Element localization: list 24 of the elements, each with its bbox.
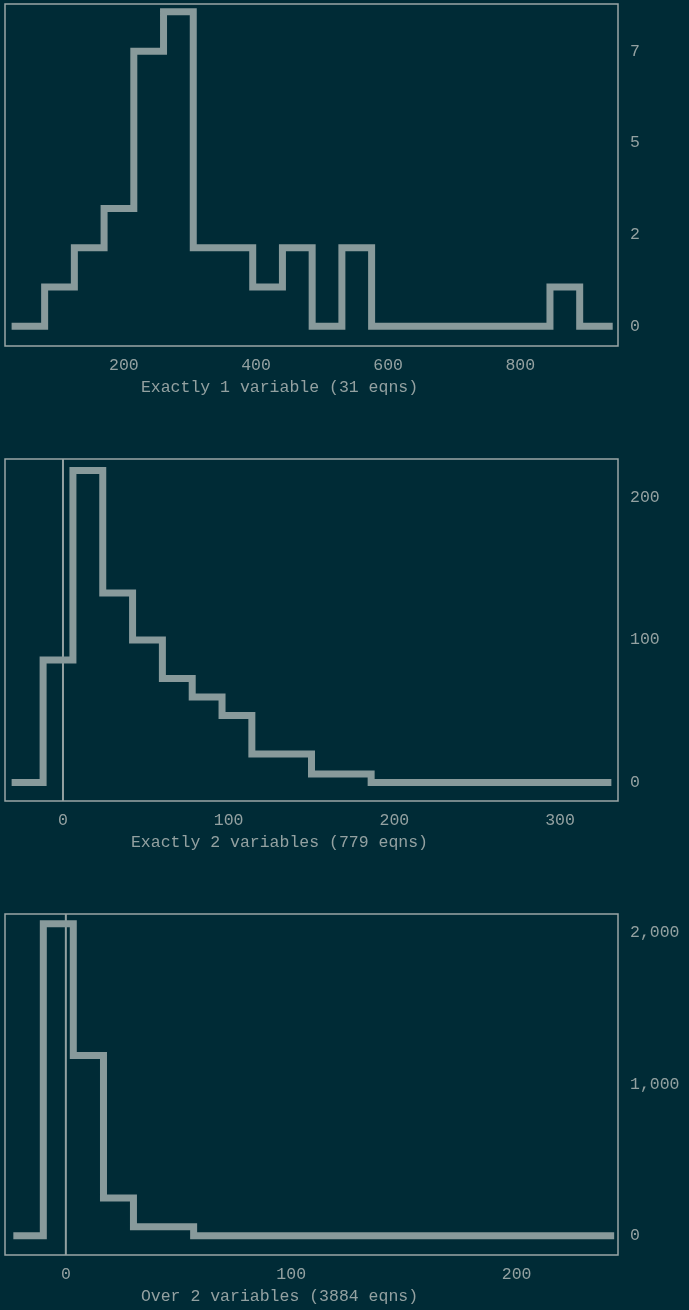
x-tick-label: 400	[241, 356, 271, 375]
y-tick-label: 0	[630, 316, 640, 336]
x-tick-label: 200	[109, 356, 139, 375]
x-tick-label: 200	[379, 811, 410, 830]
x-axis-title: Exactly 1 variable (31 eqns)	[140, 377, 419, 397]
x-tick-label: 0	[60, 1265, 71, 1285]
x-tick-label: 100	[213, 811, 244, 830]
x-tick-label: 800	[505, 356, 536, 375]
y-tick-label: 100	[630, 630, 660, 650]
x-tick-label: 200	[501, 1265, 532, 1285]
x-tick-label: 100	[276, 1265, 307, 1285]
y-tick-label: 1,000	[630, 1074, 680, 1094]
y-tick-label: 200	[630, 487, 660, 507]
y-tick-label: 2,000	[630, 923, 680, 943]
x-axis-title: Over 2 variables (3884 eqns)	[140, 1287, 419, 1306]
x-tick-label: 0	[58, 811, 68, 830]
x-tick-label: 600	[373, 356, 403, 375]
y-tick-label: 0	[630, 1226, 640, 1246]
y-tick-label: 2	[630, 225, 640, 245]
y-tick-label: 5	[630, 133, 640, 153]
y-tick-label: 7	[630, 41, 640, 61]
y-tick-label: 0	[630, 772, 640, 792]
x-tick-label: 300	[545, 811, 575, 830]
x-axis-title: Exactly 2 variables (779 eqns)	[130, 832, 429, 852]
